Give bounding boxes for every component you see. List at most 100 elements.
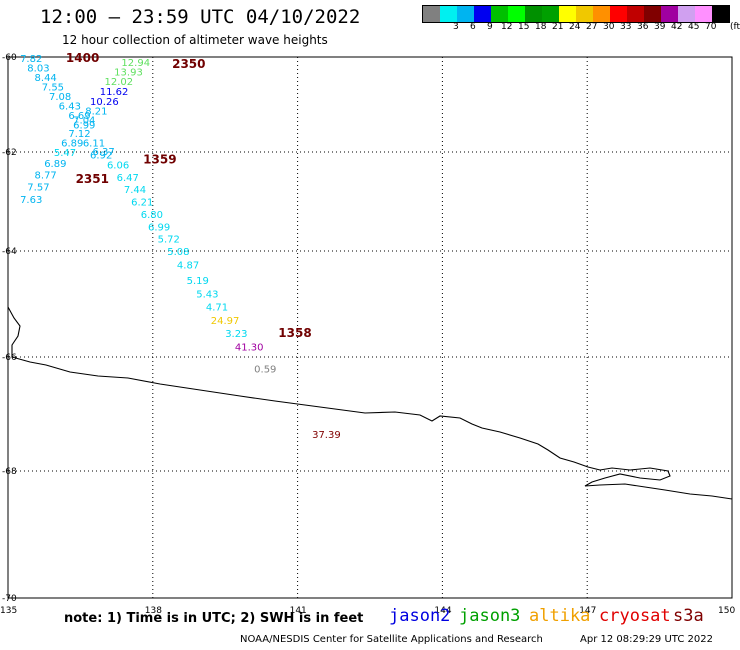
- satellite-name-jason2: jason2: [389, 606, 451, 626]
- legend-swatch: [644, 6, 661, 22]
- legend-value-label: 39: [654, 22, 666, 32]
- wave-height-value: 13.93: [114, 67, 143, 78]
- wave-height-value: 6.43: [59, 101, 81, 112]
- longitude-tick-label: 144: [434, 606, 451, 616]
- latitude-tick-label: -64: [2, 247, 17, 257]
- pass-time-label: 1400: [66, 51, 99, 65]
- axis-labels: -60 -62 -64 -66 -68 -70 135 138 141 144 147 150: [0, 53, 735, 616]
- map-frame: [7, 56, 733, 599]
- wave-height-value: 8.21: [85, 107, 107, 118]
- legend-value-label: 15: [518, 22, 530, 32]
- wave-height-value: 0.59: [254, 364, 276, 375]
- legend-value-label: 42: [671, 22, 683, 32]
- latitude-tick-label: -62: [2, 148, 17, 158]
- legend-swatch: [525, 6, 542, 22]
- legend-value-label: 30: [603, 22, 615, 32]
- legend-value-label: 9: [487, 22, 493, 32]
- wave-height-value: 7.12: [68, 129, 90, 140]
- legend-swatch: [576, 6, 593, 22]
- legend-swatch: [610, 6, 627, 22]
- legend-value-label: 27: [586, 22, 598, 32]
- coastline: [7, 306, 733, 500]
- wave-height-value: 6.89: [44, 159, 66, 170]
- wave-height-value: 5.43: [196, 289, 218, 300]
- legend-swatch: [457, 6, 474, 22]
- wave-height-value: 7.63: [20, 195, 42, 206]
- satellite-name-cryosat: cryosat: [599, 606, 671, 626]
- legend-unit: (ft): [730, 22, 740, 32]
- wave-height-value: 6.99: [148, 222, 170, 233]
- wave-height-value: 7.04: [73, 116, 95, 127]
- legend-swatch: [491, 6, 508, 22]
- legend-swatch: [712, 6, 729, 22]
- wave-height-value: 8.44: [35, 73, 57, 84]
- wave-height-value: 10.26: [90, 97, 119, 108]
- wave-height-value: 4.71: [206, 303, 228, 314]
- wave-height-value: 6.89: [61, 139, 83, 150]
- wave-height-value: 7.44: [124, 185, 146, 196]
- longitude-tick-label: 138: [145, 606, 162, 616]
- wave-height-value: 8.77: [35, 170, 57, 181]
- wave-height-value: 7.57: [27, 183, 49, 194]
- generated-timestamp: Apr 12 08:29:29 UTC 2022: [580, 634, 713, 645]
- wave-height-value: 5.47: [54, 148, 76, 159]
- wave-height-value: 12.94: [121, 58, 150, 69]
- map-subtitle: 12 hour collection of altimeter wave hei…: [62, 33, 328, 47]
- wave-height-value: 6.47: [117, 173, 139, 184]
- legend-swatch: [508, 6, 525, 22]
- latitude-tick-label: -68: [2, 467, 17, 477]
- wave-height-value: 24.97: [211, 316, 240, 327]
- pass-time-label: 1358: [278, 326, 311, 340]
- wave-height-value: 7.55: [42, 82, 64, 93]
- latitude-tick-label: -66: [2, 353, 17, 363]
- legend-value-label: 6: [470, 22, 476, 32]
- wave-height-value: 6.99: [73, 120, 95, 131]
- legend-swatch: [678, 6, 695, 22]
- wave-height-value: 5.72: [158, 235, 180, 246]
- wave-height-value: 6.21: [131, 198, 153, 209]
- legend-swatch: [474, 6, 491, 22]
- legend-value-label: 33: [620, 22, 632, 32]
- time-labels: 1400 2350 1359 2351 1358: [66, 51, 312, 340]
- wave-height-value: 8.03: [27, 63, 49, 74]
- longitude-tick-label: 141: [290, 606, 307, 616]
- wave-height-value: 6.92: [90, 150, 112, 161]
- satellite-name-altika: altika: [529, 606, 591, 626]
- legend-swatch: [423, 6, 440, 22]
- legend-swatch: [695, 6, 712, 22]
- wave-height-value: 4.87: [177, 260, 199, 271]
- wave-height-value: 3.23: [225, 329, 247, 340]
- pass-time-label: 2350: [172, 57, 205, 71]
- wave-height-value: 5.19: [187, 276, 209, 287]
- wave-height-value: 7.82: [20, 54, 42, 65]
- latitude-tick-label: -70: [2, 594, 17, 604]
- legend-value-label: 18: [535, 22, 547, 32]
- credit-line: NOAA/NESDIS Center for Satellite Applica…: [240, 634, 543, 645]
- legend-swatch: [627, 6, 644, 22]
- pass-time-label: 1359: [143, 152, 176, 166]
- wave-height-value: 6.06: [107, 160, 129, 171]
- wave-height-value: 11.62: [100, 87, 129, 98]
- legend-swatch: [559, 6, 576, 22]
- wave-height-value: 12.02: [105, 77, 134, 88]
- legend-value-label: 36: [637, 22, 649, 32]
- wave-height-value: 37.39: [312, 430, 341, 441]
- wave-height-value: 6.69: [68, 111, 90, 122]
- latitude-tick-label: -60: [2, 53, 17, 63]
- color-legend: [422, 5, 730, 23]
- wave-height-value: 6.37: [92, 147, 114, 158]
- wave-height-value: 41.30: [235, 342, 264, 353]
- longitude-tick-label: 147: [579, 606, 596, 616]
- legend-value-label: 12: [501, 22, 513, 32]
- coastline-path: [7, 306, 733, 500]
- graticule: [7, 56, 733, 599]
- legend-value-label: 3: [453, 22, 459, 32]
- wave-height-value: 6.80: [141, 210, 163, 221]
- legend-swatch: [661, 6, 678, 22]
- footnote: note: 1) Time is in UTC; 2) SWH is in fe…: [64, 611, 364, 626]
- longitude-tick-label: 150: [718, 606, 735, 616]
- wave-height-value: 5.08: [167, 247, 189, 258]
- wave-height-labels: 7.828.038.447.557.086.436.697.046.997.12…: [20, 54, 341, 441]
- legend-value-label: 70: [705, 22, 717, 32]
